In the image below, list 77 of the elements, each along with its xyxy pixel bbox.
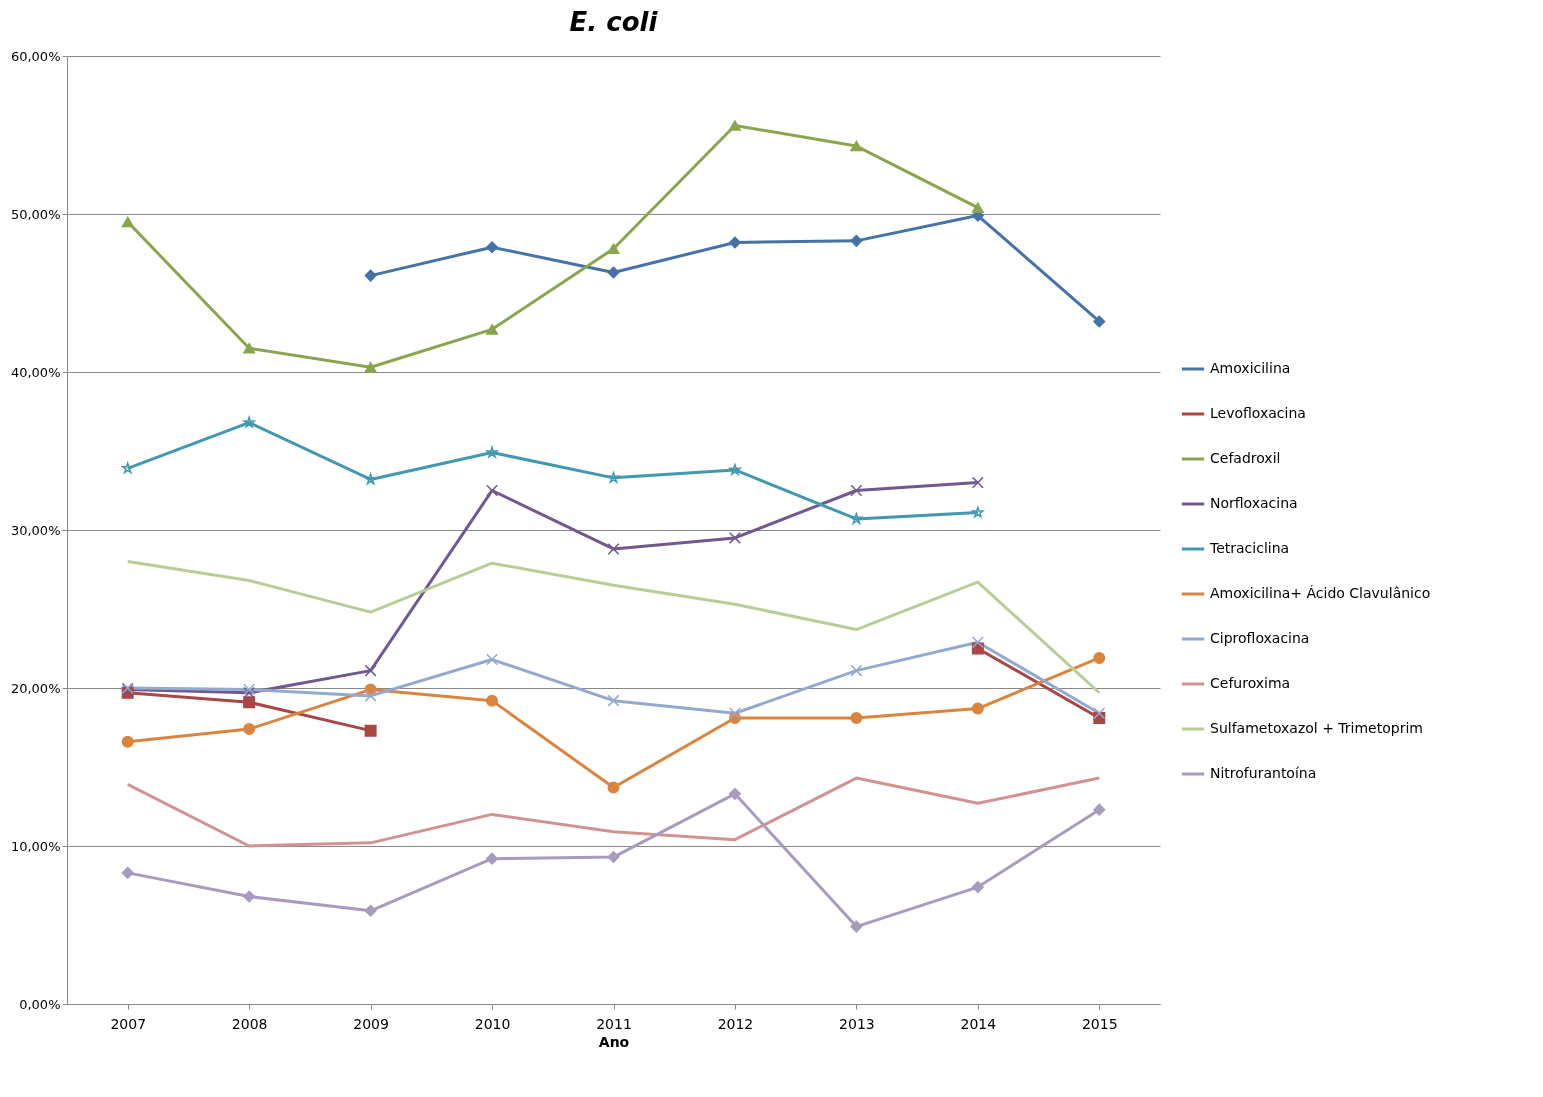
point bbox=[121, 462, 134, 474]
legend-label: Tetraciclina bbox=[1209, 540, 1290, 556]
x-tick-label: 2010 bbox=[474, 1015, 511, 1032]
point bbox=[607, 243, 620, 255]
line-series bbox=[126, 776, 1101, 848]
x-tick-label: 2009 bbox=[353, 1015, 389, 1032]
point bbox=[1093, 707, 1106, 720]
point bbox=[728, 787, 741, 800]
point bbox=[728, 236, 741, 249]
legend-label: Sulfametoxazol + Trimetoprim bbox=[1210, 720, 1423, 736]
point bbox=[850, 234, 863, 247]
x-tick-label: 2008 bbox=[231, 1015, 268, 1032]
point bbox=[971, 636, 984, 649]
point bbox=[1093, 803, 1106, 816]
point bbox=[850, 140, 863, 152]
point bbox=[728, 707, 741, 720]
point bbox=[486, 324, 499, 335]
point bbox=[1093, 652, 1106, 664]
y-tick-label: 20,00% bbox=[10, 680, 61, 696]
point bbox=[607, 542, 620, 555]
x-tick-label: 2013 bbox=[839, 1015, 875, 1032]
point bbox=[243, 696, 256, 709]
point bbox=[243, 723, 256, 736]
point bbox=[486, 653, 499, 666]
legend-label: Nitrofurantoína bbox=[1210, 765, 1317, 781]
legend-label: Cefadroxil bbox=[1210, 450, 1281, 466]
point bbox=[850, 484, 863, 497]
point bbox=[607, 471, 620, 483]
legend-label: Amoxicilina+ Ácido Clavulânico bbox=[1210, 585, 1431, 601]
y-tick-label: 0,00% bbox=[19, 996, 61, 1012]
y-tick-label: 50,00% bbox=[10, 206, 61, 222]
x-tick-label: 2015 bbox=[1081, 1015, 1118, 1032]
y-tick-label: 40,00% bbox=[10, 364, 61, 380]
point bbox=[364, 664, 377, 677]
point bbox=[728, 531, 741, 544]
x-axis-title: Ano bbox=[598, 1033, 630, 1050]
point bbox=[971, 702, 984, 715]
x-tick-label: 2014 bbox=[960, 1015, 997, 1032]
y-tick-label: 60,00% bbox=[10, 48, 61, 64]
x-tick-label: 2011 bbox=[596, 1015, 632, 1032]
x-tick-label: 2007 bbox=[110, 1015, 147, 1032]
y-tick-label: 10,00% bbox=[10, 838, 61, 854]
point bbox=[728, 120, 741, 131]
point bbox=[607, 694, 620, 707]
point bbox=[121, 735, 134, 748]
legend-label: Norfloxacina bbox=[1210, 495, 1298, 511]
point bbox=[850, 512, 863, 524]
point bbox=[121, 216, 134, 228]
point bbox=[607, 781, 620, 794]
point bbox=[607, 266, 620, 279]
legend-label: Amoxicilina bbox=[1210, 360, 1291, 376]
point bbox=[1093, 315, 1106, 328]
point bbox=[971, 202, 984, 213]
point bbox=[971, 476, 984, 489]
point bbox=[486, 241, 499, 254]
chart-title: E. coli bbox=[569, 7, 659, 37]
point bbox=[364, 904, 377, 917]
point bbox=[607, 851, 620, 864]
point bbox=[971, 881, 984, 894]
point bbox=[850, 920, 863, 933]
point bbox=[850, 664, 863, 677]
x-tick-label: 2012 bbox=[717, 1015, 754, 1032]
legend-label: Ciprofloxacina bbox=[1210, 630, 1310, 646]
point bbox=[243, 343, 256, 354]
point bbox=[850, 712, 863, 724]
point bbox=[364, 724, 377, 737]
line-series bbox=[126, 560, 1101, 695]
point bbox=[364, 361, 377, 373]
legend-label: Cefuroxima bbox=[1210, 675, 1291, 691]
point bbox=[243, 890, 256, 903]
point bbox=[364, 269, 377, 282]
point bbox=[486, 694, 499, 707]
y-tick-label: 30,00% bbox=[10, 522, 61, 538]
point bbox=[121, 866, 134, 879]
legend-label: Levofloxacina bbox=[1210, 405, 1306, 421]
point bbox=[486, 484, 499, 497]
point bbox=[364, 689, 377, 702]
